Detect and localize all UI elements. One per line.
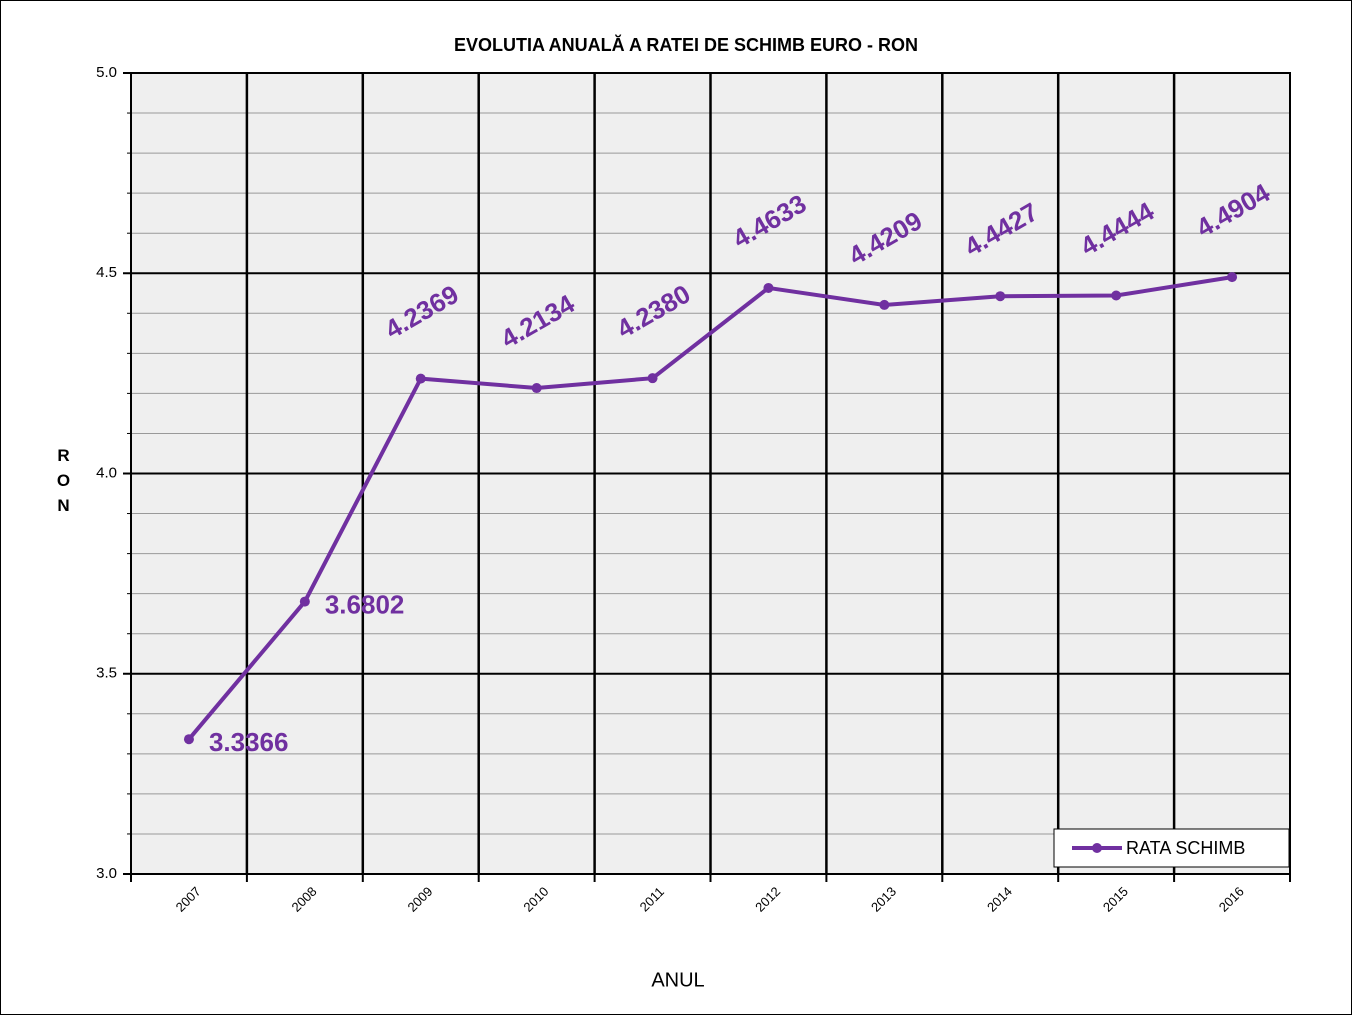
legend-marker	[1092, 843, 1102, 853]
x-tick-label: 2012	[752, 884, 783, 915]
x-tick-label: 2013	[868, 884, 899, 915]
marker	[531, 383, 542, 394]
x-tick-label: 2010	[520, 884, 551, 915]
x-tick-label: 2015	[1100, 884, 1131, 915]
data-label: 3.3366	[209, 727, 289, 757]
marker	[879, 299, 890, 310]
x-tick-label: 2011	[637, 884, 667, 914]
marker	[415, 373, 426, 384]
data-label: 3.6802	[325, 589, 405, 619]
line	[187, 275, 1233, 741]
x-tick-label: 2016	[1216, 884, 1247, 915]
x-tick-label: 2007	[173, 884, 204, 915]
x-tick-label: 2014	[984, 884, 1015, 915]
marker	[763, 282, 774, 293]
y-tick-label: 5.0	[96, 64, 117, 81]
marker	[647, 373, 658, 384]
legend-label: RATA SCHIMB	[1126, 838, 1245, 858]
marker	[299, 596, 310, 607]
y-tick-label: 4.0	[96, 464, 117, 481]
marker	[995, 291, 1006, 302]
x-axis-label: ANUL	[651, 969, 704, 991]
y-tick-label: 3.0	[96, 865, 117, 882]
chart-title: EVOLUTIA ANUALĂ A RATEI DE SCHIMB EURO -…	[454, 34, 918, 55]
y-tick-label: 4.5	[96, 264, 117, 281]
marker	[183, 734, 194, 745]
marker	[1111, 290, 1122, 301]
x-tick-label: 2008	[289, 884, 320, 915]
x-tick-label: 2009	[404, 884, 435, 915]
marker	[1227, 272, 1238, 283]
y-axis-label: RON	[54, 446, 73, 521]
y-tick-label: 3.5	[96, 665, 117, 682]
